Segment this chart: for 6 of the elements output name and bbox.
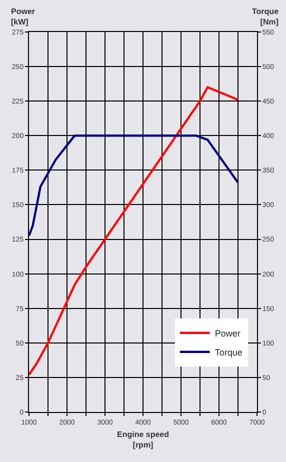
x-axis-title: Engine speed [rpm] <box>117 430 170 450</box>
y-axis-title: Power [kW] <box>11 7 36 26</box>
y2-axis-title: Torque [Nm] <box>252 7 280 26</box>
legend-label: Power <box>214 328 240 338</box>
line-series <box>29 134 240 237</box>
legend-label: Torque <box>214 347 242 358</box>
